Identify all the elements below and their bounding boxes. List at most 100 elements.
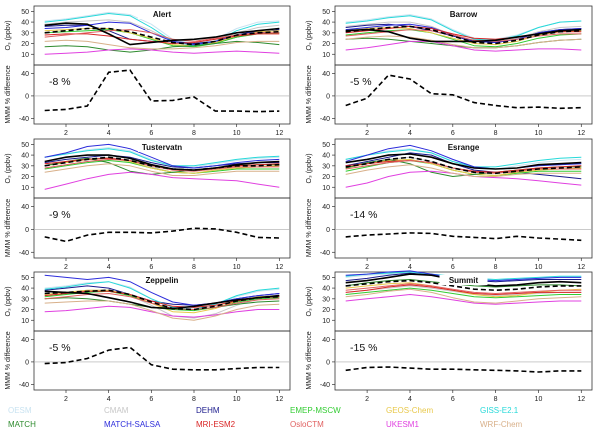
x-tick-label: 10 <box>535 264 543 271</box>
x-tick-label: 12 <box>577 396 585 403</box>
y-axis-label: O₃ (ppbv) <box>306 153 313 183</box>
y-tick-label: 40 <box>322 286 330 293</box>
chart-panel-tustervatn: 10 20 30 40 50 -40 0 40 2 4 6 8 10 12 O₃ (ppbv) MMM % d… <box>5 138 291 271</box>
series-line-oesm <box>44 11 280 44</box>
diff-y-tick-label: -40 <box>19 116 29 123</box>
series-line-mri-esm2 <box>44 290 280 308</box>
series-line-match-salsa <box>345 23 582 43</box>
series-line-osloctm <box>44 293 280 310</box>
x-tick-label: 6 <box>149 130 153 137</box>
title-backing <box>138 275 186 285</box>
diff-y-tick-label: 40 <box>322 337 330 344</box>
x-tick-label: 2 <box>64 264 68 271</box>
y-tick-label: 10 <box>21 185 29 192</box>
series-line-wrf-chem <box>345 164 582 177</box>
legend-item-dehm: DEHM <box>196 406 220 415</box>
diff-y-tick-label: 0 <box>25 359 29 366</box>
y-tick-label: 50 <box>322 9 330 16</box>
plot-frame-bottom <box>33 330 291 391</box>
series-line-osloctm <box>44 158 280 172</box>
bias-label: -5 % <box>49 342 71 354</box>
difference-line <box>345 74 582 110</box>
x-tick-label: 2 <box>365 396 369 403</box>
series-line-wrf-chem <box>44 300 280 321</box>
x-tick-label: 4 <box>408 264 412 271</box>
difference-line <box>345 366 582 373</box>
diff-y-tick-label: 40 <box>21 204 29 211</box>
y-tick-label: 30 <box>21 30 29 37</box>
x-tick-label: 8 <box>494 396 498 403</box>
x-tick-label: 10 <box>233 130 241 137</box>
x-tick-label: 8 <box>192 130 196 137</box>
y-tick-label: 50 <box>322 142 330 149</box>
chart-panel-alert: 10 20 30 40 50 -40 0 40 2 4 6 8 10 12 O₃ (ppbv) MMM % d… <box>5 5 291 137</box>
y-tick-label: 50 <box>21 142 29 149</box>
series-line-giss-e2.1 <box>44 13 280 47</box>
x-tick-label: 6 <box>149 396 153 403</box>
diff-y-tick-label: 0 <box>25 227 29 234</box>
x-tick-label: 10 <box>233 264 241 271</box>
observation-line <box>44 22 280 46</box>
panel-title: Summit <box>449 276 479 285</box>
series-line-ukesm1 <box>44 171 280 190</box>
series-line-wrf-chem <box>44 39 280 50</box>
legend-item-geos-chem: GEOS-Chem <box>386 406 434 415</box>
x-tick-label: 4 <box>107 396 111 403</box>
difference-line <box>44 346 280 371</box>
bias-label: -8 % <box>49 76 71 88</box>
legend-item-oesm: OESM <box>8 406 32 415</box>
series-line-osloctm <box>345 283 582 294</box>
legend-item-match: MATCH <box>8 420 36 429</box>
diff-y-tick-label: 0 <box>326 227 330 234</box>
panel-title: Tustervatn <box>142 143 182 152</box>
plot-frame-bottom <box>33 64 291 125</box>
x-tick-label: 10 <box>535 396 543 403</box>
x-tick-label: 4 <box>408 396 412 403</box>
x-tick-label: 8 <box>494 264 498 271</box>
legend-item-cmam: CMAM <box>104 406 129 415</box>
y-tick-label: 20 <box>21 41 29 48</box>
x-tick-label: 4 <box>107 264 111 271</box>
x-tick-label: 2 <box>64 396 68 403</box>
y-tick-label: 30 <box>322 30 330 37</box>
x-tick-label: 12 <box>275 396 283 403</box>
series-line-ukesm1 <box>345 294 582 305</box>
x-tick-label: 8 <box>494 130 498 137</box>
chart-panel-summit: 10 20 30 40 50 -40 0 40 2 4 6 8 10 12 O₃ (ppbv) MMM % d… <box>306 270 593 403</box>
x-tick-label: 6 <box>149 264 153 271</box>
legend-item-osloctm: OsloCTM <box>290 420 324 429</box>
chart-panel-barrow: 10 20 30 40 50 -40 0 40 2 4 6 8 10 12 O₃ (ppbv) MMM % d… <box>306 5 593 137</box>
x-tick-label: 2 <box>365 130 369 137</box>
y-axis-label: O₃ (ppbv) <box>306 286 313 316</box>
series-line-oesm <box>44 147 280 168</box>
series-line-wrf-chem <box>345 35 582 49</box>
x-tick-label: 12 <box>577 264 585 271</box>
x-tick-label: 12 <box>275 264 283 271</box>
diff-axis-label: MMM % difference <box>5 199 12 257</box>
y-tick-label: 10 <box>21 318 29 325</box>
x-tick-label: 6 <box>451 396 455 403</box>
series-line-match-salsa <box>44 143 280 169</box>
series-line-match-salsa <box>345 144 582 170</box>
y-axis-label: O₃ (ppbv) <box>5 286 12 316</box>
observation-line <box>345 28 582 43</box>
series-line-dehm <box>345 152 582 180</box>
observation-line <box>345 153 582 170</box>
diff-y-tick-label: 40 <box>322 204 330 211</box>
series-line-wrf-chem <box>345 288 582 304</box>
x-tick-label: 12 <box>577 130 585 137</box>
x-tick-label: 12 <box>275 130 283 137</box>
y-tick-label: 30 <box>21 296 29 303</box>
y-tick-label: 50 <box>21 275 29 282</box>
y-tick-label: 40 <box>21 286 29 293</box>
title-backing <box>138 142 186 152</box>
x-tick-label: 2 <box>365 264 369 271</box>
x-tick-label: 10 <box>535 130 543 137</box>
series-line-mri-esm2 <box>345 284 582 295</box>
series-line-giss-e2.1 <box>44 148 280 167</box>
diff-axis-label: MMM % difference <box>5 65 12 123</box>
series-line-oesm <box>345 148 582 170</box>
panel-title: Esrange <box>448 143 480 152</box>
panel-title: Barrow <box>450 10 478 19</box>
